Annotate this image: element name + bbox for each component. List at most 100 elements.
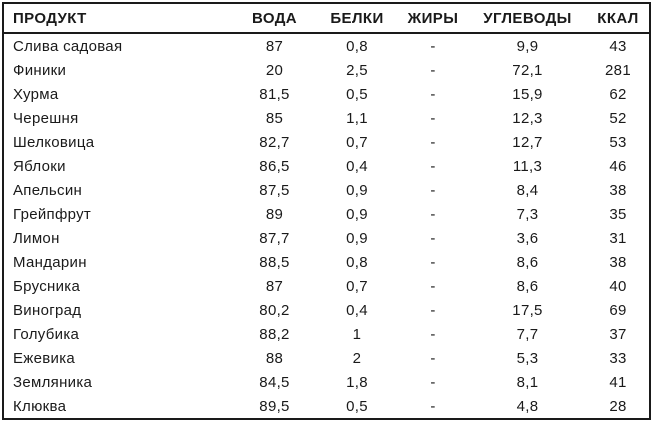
cell-carbs: 17,5 xyxy=(512,301,543,319)
table-row: Яблоки 86,5 0,4 - 11,3 46 xyxy=(3,154,650,178)
cell-carbs: 5,3 xyxy=(516,349,539,367)
cell-carbs: 8,6 xyxy=(516,277,539,295)
cell-product: Яблоки xyxy=(13,157,66,175)
cell-product: Слива садовая xyxy=(13,37,123,55)
table-header: ПРОДУКТ ВОДА БЕЛКИ ЖИРЫ УГЛЕВОДЫ ККАЛ xyxy=(3,3,650,34)
cell-protein: 1 xyxy=(352,325,362,343)
cell-water: 81,5 xyxy=(259,85,290,103)
cell-product: Брусника xyxy=(13,277,81,295)
column-header-water: ВОДА xyxy=(233,3,316,34)
cell-carbs: 12,3 xyxy=(512,109,543,127)
cell-fat: - xyxy=(430,277,436,295)
cell-fat: - xyxy=(430,325,436,343)
cell-kcal: 33 xyxy=(609,349,627,367)
cell-carbs: 8,1 xyxy=(516,373,539,391)
cell-kcal: 28 xyxy=(609,397,627,415)
table-row: Лимон 87,7 0,9 - 3,6 31 xyxy=(3,226,650,250)
cell-water: 89,5 xyxy=(259,397,290,415)
cell-protein: 0,7 xyxy=(346,133,368,151)
cell-protein: 0,5 xyxy=(346,397,368,415)
cell-carbs: 8,4 xyxy=(516,181,539,199)
cell-product: Земляника xyxy=(13,373,93,391)
nutrition-table: ПРОДУКТ ВОДА БЕЛКИ ЖИРЫ УГЛЕВОДЫ ККАЛ Слива с… xyxy=(2,2,651,420)
cell-fat: - xyxy=(430,157,436,175)
cell-water: 84,5 xyxy=(259,373,290,391)
table-row: Хурма 81,5 0,5 - 15,9 62 xyxy=(3,82,650,106)
cell-fat: - xyxy=(430,181,436,199)
table-row: Апельсин 87,5 0,9 - 8,4 38 xyxy=(3,178,650,202)
cell-product: Мандарин xyxy=(13,253,87,271)
column-header-product: ПРОДУКТ xyxy=(3,3,233,34)
cell-kcal: 38 xyxy=(609,181,627,199)
cell-kcal: 62 xyxy=(609,85,627,103)
column-header-kcal: ККАЛ xyxy=(587,3,650,34)
cell-water: 85 xyxy=(265,109,284,127)
cell-water: 82,7 xyxy=(259,133,290,151)
cell-kcal: 41 xyxy=(609,373,627,391)
cell-carbs: 12,7 xyxy=(512,133,543,151)
cell-product: Финики xyxy=(13,61,67,79)
cell-protein: 0,7 xyxy=(346,277,368,295)
cell-protein: 0,9 xyxy=(346,181,368,199)
cell-kcal: 53 xyxy=(609,133,627,151)
table-row: Земляника 84,5 1,8 - 8,1 41 xyxy=(3,370,650,394)
cell-product: Черешня xyxy=(13,109,79,127)
table-row: Виноград 80,2 0,4 - 17,5 69 xyxy=(3,298,650,322)
cell-fat: - xyxy=(430,301,436,319)
table-row: Слива садовая 87 0,8 - 9,9 43 xyxy=(3,33,650,58)
cell-kcal: 37 xyxy=(609,325,627,343)
cell-product: Голубика xyxy=(13,325,80,343)
cell-product: Лимон xyxy=(13,229,60,247)
cell-protein: 0,5 xyxy=(346,85,368,103)
cell-fat: - xyxy=(430,133,436,151)
cell-product: Шелковица xyxy=(13,133,95,151)
cell-protein: 0,8 xyxy=(346,253,368,271)
cell-fat: - xyxy=(430,109,436,127)
cell-carbs: 3,6 xyxy=(516,229,539,247)
column-header-carbs: УГЛЕВОДЫ xyxy=(468,3,587,34)
cell-carbs: 9,9 xyxy=(516,37,539,55)
cell-protein: 1,1 xyxy=(346,109,368,127)
column-header-protein: БЕЛКИ xyxy=(316,3,398,34)
cell-water: 87,5 xyxy=(259,181,290,199)
cell-water: 88,2 xyxy=(259,325,290,343)
column-header-fat: ЖИРЫ xyxy=(398,3,468,34)
cell-fat: - xyxy=(430,61,436,79)
cell-kcal: 281 xyxy=(605,61,631,79)
cell-fat: - xyxy=(430,397,436,415)
cell-protein: 0,4 xyxy=(346,157,368,175)
cell-fat: - xyxy=(430,349,436,367)
cell-carbs: 8,6 xyxy=(516,253,539,271)
cell-carbs: 4,8 xyxy=(516,397,539,415)
cell-fat: - xyxy=(430,37,436,55)
cell-fat: - xyxy=(430,253,436,271)
cell-kcal: 38 xyxy=(609,253,627,271)
cell-water: 87,7 xyxy=(259,229,290,247)
cell-water: 20 xyxy=(265,61,284,79)
cell-water: 88,5 xyxy=(259,253,290,271)
cell-carbs: 7,3 xyxy=(516,205,539,223)
cell-product: Ежевика xyxy=(13,349,76,367)
cell-protein: 0,4 xyxy=(346,301,368,319)
cell-water: 87 xyxy=(265,37,284,55)
cell-kcal: 43 xyxy=(609,37,627,55)
table-row: Финики 20 2,5 - 72,1 281 xyxy=(3,58,650,82)
table-row: Мандарин 88,5 0,8 - 8,6 38 xyxy=(3,250,650,274)
cell-product: Грейпфрут xyxy=(13,205,92,223)
cell-kcal: 46 xyxy=(609,157,627,175)
cell-product: Апельсин xyxy=(13,181,83,199)
cell-fat: - xyxy=(430,229,436,247)
table-row: Брусника 87 0,7 - 8,6 40 xyxy=(3,274,650,298)
table-row: Голубика 88,2 1 - 7,7 37 xyxy=(3,322,650,346)
table-row: Ежевика 88 2 - 5,3 33 xyxy=(3,346,650,370)
cell-water: 80,2 xyxy=(259,301,290,319)
cell-kcal: 40 xyxy=(609,277,627,295)
table-row: Клюква 89,5 0,5 - 4,8 28 xyxy=(3,394,650,419)
cell-kcal: 52 xyxy=(609,109,627,127)
cell-kcal: 31 xyxy=(609,229,627,247)
cell-carbs: 7,7 xyxy=(516,325,539,343)
cell-kcal: 35 xyxy=(609,205,627,223)
cell-water: 86,5 xyxy=(259,157,290,175)
cell-protein: 2 xyxy=(352,349,362,367)
table-row: Черешня 85 1,1 - 12,3 52 xyxy=(3,106,650,130)
